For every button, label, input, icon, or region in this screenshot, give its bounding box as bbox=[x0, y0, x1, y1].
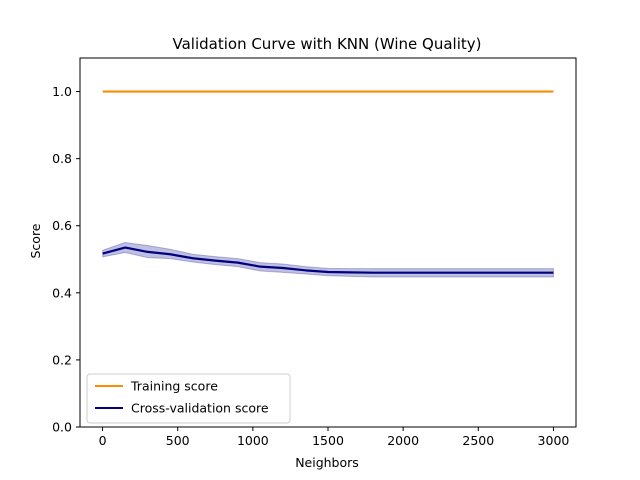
y-axis-label: Score bbox=[28, 223, 43, 258]
axes-frame bbox=[79, 57, 577, 428]
x-tick-label: 2500 bbox=[462, 433, 494, 448]
x-tick-label: 1000 bbox=[237, 433, 269, 448]
x-axis-label: Neighbors bbox=[295, 455, 359, 470]
legend-label-cross-validation: Cross-validation score bbox=[131, 401, 269, 416]
y-tick-label: 1.0 bbox=[52, 84, 72, 99]
chart-title: Validation Curve with KNN (Wine Quality) bbox=[173, 35, 482, 53]
x-tick-label: 1500 bbox=[312, 433, 344, 448]
x-tick-label: 3000 bbox=[538, 433, 570, 448]
legend-label-training: Training score bbox=[130, 379, 218, 394]
legend-box bbox=[86, 373, 291, 424]
y-tick-label: 0.2 bbox=[52, 352, 72, 367]
y-tick-label: 0.0 bbox=[52, 420, 72, 435]
x-tick-label: 0 bbox=[99, 433, 107, 448]
y-tick-label: 0.6 bbox=[52, 218, 72, 233]
y-tick-label: 0.4 bbox=[52, 285, 72, 300]
y-tick-label: 0.8 bbox=[52, 151, 72, 166]
legend: Training score Cross-validation score bbox=[86, 373, 291, 424]
axes: 0 500 1000 1500 2000 2500 3000 0.0 0.2 0.4 0.6 0.8 1… bbox=[52, 57, 577, 448]
plot-area bbox=[102, 90, 554, 278]
cross-validation-score-line bbox=[102, 246, 554, 274]
x-tick-label: 500 bbox=[166, 433, 190, 448]
x-tick-label: 2000 bbox=[387, 433, 419, 448]
